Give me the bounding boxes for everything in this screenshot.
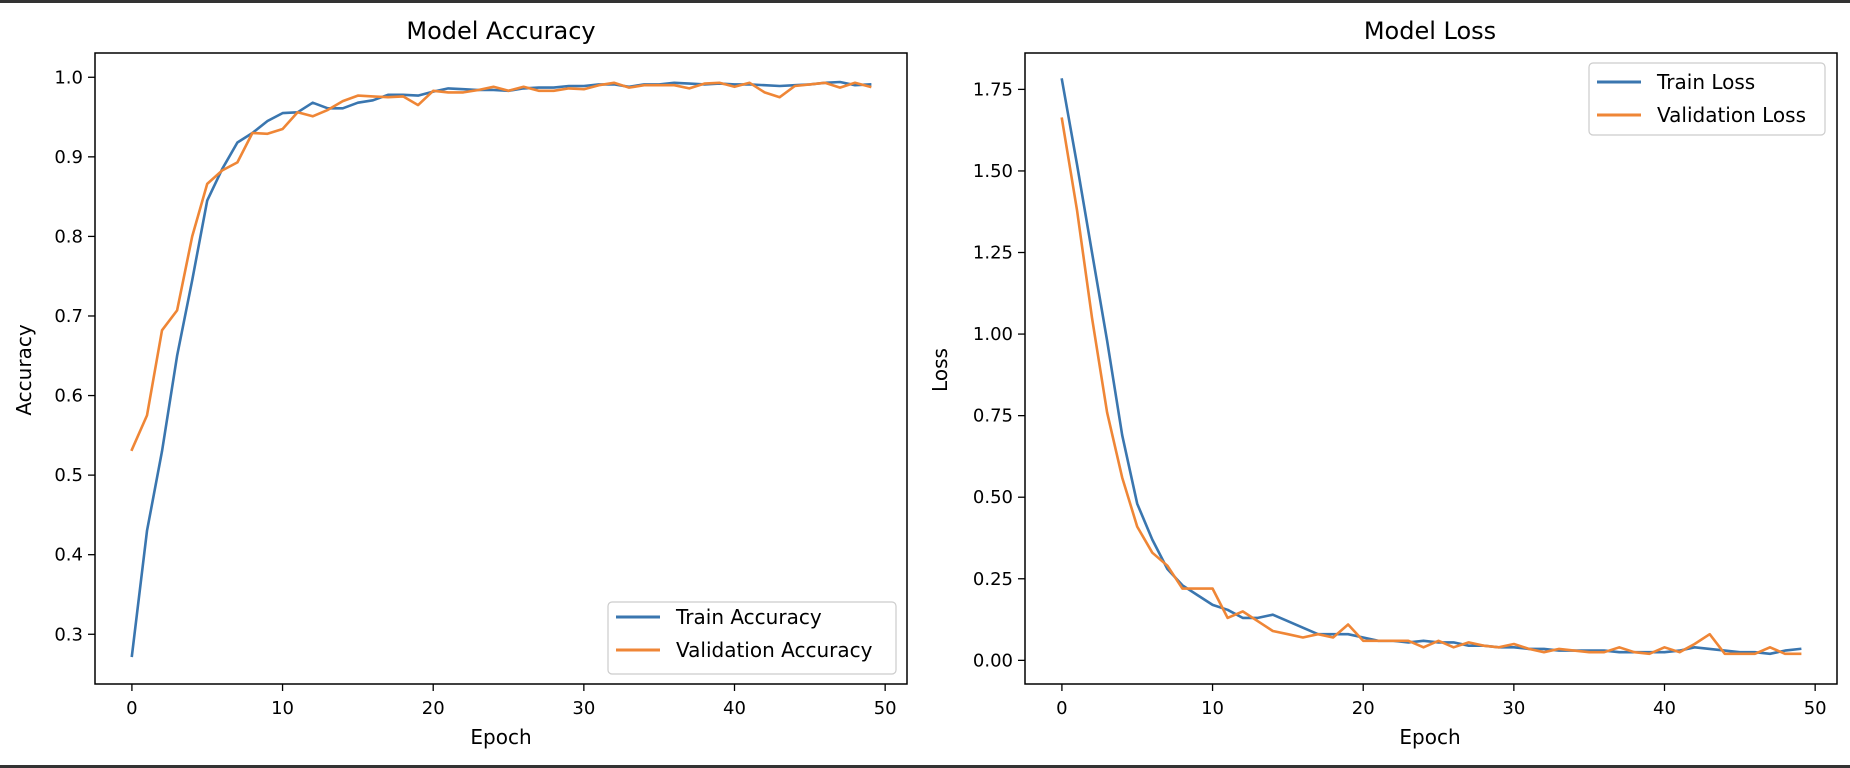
x-tick-label: 30: [1502, 698, 1525, 719]
x-axis-label: Epoch: [1399, 725, 1460, 749]
y-tick-label: 0.3: [54, 624, 83, 645]
chart-title: Model Loss: [1364, 17, 1496, 45]
loss-chart: Model Loss Epoch Loss 0.00 0.25 0.50 0.75 1.…: [928, 17, 1838, 749]
x-tick-label: 10: [1201, 698, 1224, 719]
y-tick-label: 1.25: [973, 243, 1013, 264]
y-tick-label: 1.0: [54, 67, 83, 88]
y-axis-ticks: 0.3 0.4 0.5 0.6 0.7 0.8 0.9 1.0: [54, 67, 95, 645]
y-tick-label: 0.7: [54, 306, 83, 327]
series-line-validation-loss: [1060, 117, 1802, 656]
series-line-train-loss: [1060, 78, 1802, 656]
legend-label-train-accuracy: Train Accuracy: [675, 605, 822, 629]
chart-legend: Train Accuracy Validation Accuracy: [607, 601, 897, 675]
y-axis-label: Accuracy: [12, 324, 36, 415]
accuracy-chart: Model Accuracy Epoch Accuracy 0.30.40.50…: [12, 17, 908, 749]
frame-border-top: [0, 0, 1850, 3]
x-tick-label: 10: [271, 698, 294, 719]
x-tick-label: 0: [1056, 698, 1067, 719]
x-tick-label: 40: [1653, 698, 1676, 719]
legend-box: [1588, 62, 1826, 136]
x-tick-label: 50: [874, 698, 897, 719]
y-tick-label: 0.9: [54, 147, 83, 168]
chart-legend: Train Loss Validation Loss: [1588, 62, 1826, 136]
y-tick-label: 0.25: [973, 569, 1013, 590]
y-tick-label: 0.4: [54, 545, 83, 566]
y-tick-label: 0.75: [973, 406, 1013, 427]
frame-border-bottom: [0, 765, 1850, 768]
x-axis-ticks: 0 10 20 30 40 50: [1056, 684, 1827, 719]
y-tick-label: 0.50: [973, 487, 1013, 508]
series-line-validation-accuracy: [130, 81, 872, 452]
y-axis-label: Loss: [928, 348, 952, 392]
x-tick-label: 0: [126, 698, 137, 719]
legend-label-validation-loss: Validation Loss: [1657, 103, 1806, 127]
x-axis-ticks: 0 10 20 30 40 50: [126, 684, 897, 719]
x-tick-label: 50: [1804, 698, 1827, 719]
legend-label-train-loss: Train Loss: [1656, 70, 1755, 94]
y-axis-ticks: 0.00 0.25 0.50 0.75 1.00 1.25 1.50 1.75: [973, 79, 1025, 671]
chart-lines: [130, 80, 872, 658]
x-tick-label: 30: [572, 698, 595, 719]
y-tick-label: 1.50: [973, 161, 1013, 182]
y-tick-label: 0.5: [54, 465, 83, 486]
x-tick-label: 20: [422, 698, 445, 719]
x-tick-label: 40: [723, 698, 746, 719]
chart-lines: [1060, 78, 1802, 656]
chart-title: Model Accuracy: [406, 17, 595, 45]
series-line-train-accuracy: [130, 80, 872, 658]
plot-area-frame: [94, 52, 908, 685]
x-axis-label: Epoch: [470, 725, 531, 749]
y-tick-label: 0.6: [54, 386, 83, 407]
x-tick-label: 20: [1352, 698, 1375, 719]
y-tick-label: 1.00: [973, 324, 1013, 345]
legend-box: [607, 601, 897, 675]
plot-area-frame: [1024, 52, 1838, 685]
y-tick-label: 1.75: [973, 79, 1013, 100]
y-tick-label: 0.00: [973, 650, 1013, 671]
legend-label-validation-accuracy: Validation Accuracy: [676, 638, 873, 662]
y-tick-label: 0.8: [54, 226, 83, 247]
